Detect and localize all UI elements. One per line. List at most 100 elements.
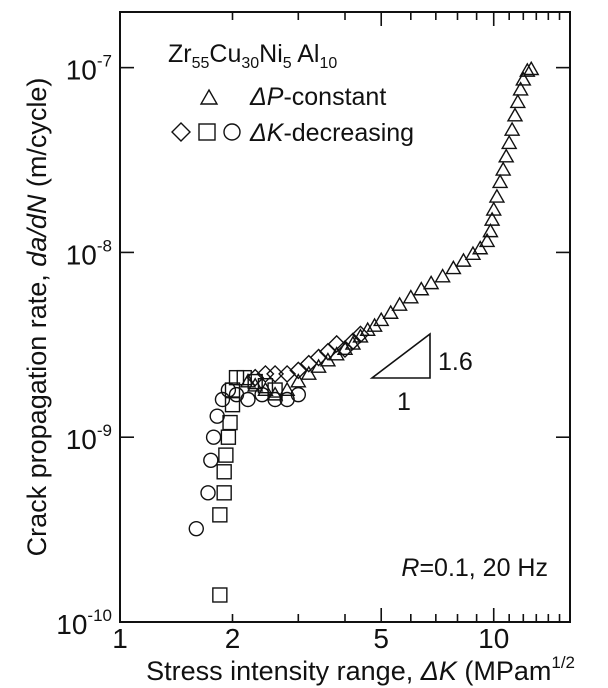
data-point-square bbox=[218, 447, 234, 463]
data-point-circle bbox=[220, 382, 237, 398]
y-tick-base: 10 bbox=[66, 424, 97, 455]
legend-entry-delta-k-symbol: ΔK bbox=[249, 119, 285, 147]
data-point-triangle bbox=[478, 232, 496, 248]
data-point-circle bbox=[188, 520, 204, 537]
data-point-circle bbox=[267, 391, 283, 408]
y-tick-base: 10 bbox=[66, 55, 97, 86]
legend: Zr55Cu30Ni5 Al10 ΔP-constant ΔK-decreasi… bbox=[168, 40, 414, 147]
data-point-square bbox=[220, 429, 237, 445]
slope-triangle-shape bbox=[369, 332, 431, 379]
data-point-circle bbox=[205, 429, 222, 445]
legend-title-subscript: 55 bbox=[192, 55, 210, 72]
x-axis-label: Stress intensity range, ΔK (MPam1/2 bbox=[146, 653, 575, 686]
data-point-diamond bbox=[327, 334, 346, 353]
y-tick-exponent: -10 bbox=[87, 606, 112, 625]
data-points bbox=[188, 60, 540, 603]
slope-value-label: 1.6 bbox=[438, 348, 473, 376]
data-point-circle bbox=[254, 386, 270, 403]
x-tick-label-1: 1 bbox=[112, 623, 128, 654]
data-point-triangle bbox=[500, 134, 518, 150]
legend-title-subscript: 30 bbox=[241, 55, 259, 72]
y-tick-labels: 10-10 10-9 10-8 10-7 bbox=[56, 52, 112, 640]
legend-diamond-marker bbox=[171, 122, 191, 142]
y-tick-label-1e-8: 10-8 bbox=[66, 236, 112, 270]
data-point-triangle bbox=[515, 71, 532, 86]
data-point-triangle bbox=[494, 161, 512, 176]
data-point-triangle bbox=[382, 304, 399, 319]
x-tick-label-2: 2 bbox=[225, 623, 241, 654]
data-point-square bbox=[228, 369, 245, 386]
slope-triangle: 1.6 1 bbox=[369, 332, 473, 416]
legend-square-marker bbox=[198, 123, 216, 141]
data-point-square bbox=[212, 587, 228, 603]
data-point-triangle bbox=[434, 268, 451, 283]
data-point-square bbox=[257, 377, 274, 394]
data-point-square bbox=[212, 507, 228, 523]
data-point-triangle bbox=[506, 107, 524, 122]
data-point-square bbox=[216, 464, 232, 480]
data-point-triangle bbox=[373, 311, 390, 327]
legend-title-element: Zr bbox=[168, 40, 192, 68]
data-point-triangle bbox=[503, 121, 521, 136]
legend-circle-marker bbox=[223, 123, 241, 141]
test-condition-text: =0.1, 20 Hz bbox=[419, 554, 548, 582]
data-point-triangle bbox=[483, 211, 501, 226]
data-point-triangle bbox=[445, 259, 462, 275]
x-axis-label-unit: (MPam bbox=[457, 656, 552, 686]
legend-entry-delta-p-symbol: ΔP bbox=[249, 83, 284, 111]
data-point-square bbox=[247, 373, 263, 390]
y-tick-exponent: -7 bbox=[97, 52, 112, 71]
data-point-square bbox=[236, 369, 252, 386]
data-point-diamond bbox=[256, 364, 275, 383]
data-point-diamond bbox=[299, 354, 318, 373]
y-tick-base: 10 bbox=[56, 609, 87, 640]
x-tick-labels: 1 2 5 10 bbox=[112, 623, 509, 654]
test-condition-label: R=0.1, 20 Hz bbox=[401, 554, 548, 582]
x-tick-label-5: 5 bbox=[373, 623, 389, 654]
data-point-triangle bbox=[290, 373, 307, 388]
y-axis-label-symbol: da/dN bbox=[22, 194, 52, 267]
data-point-triangle bbox=[509, 93, 527, 109]
data-point-circle bbox=[290, 386, 307, 403]
legend-title-subscript: 10 bbox=[319, 55, 337, 72]
legend-title: Zr55Cu30Ni5 Al10 bbox=[168, 40, 337, 72]
data-point-diamond bbox=[266, 364, 285, 383]
data-point-circle bbox=[209, 408, 225, 424]
data-point-square bbox=[216, 485, 232, 501]
data-point-square bbox=[224, 382, 241, 398]
legend-triangle-marker bbox=[199, 88, 219, 105]
legend-title-element: Cu bbox=[209, 40, 241, 68]
y-tick-exponent: -9 bbox=[97, 421, 112, 440]
data-point-triangle bbox=[300, 365, 317, 380]
legend-entry-delta-k-text: -decreasing bbox=[283, 119, 414, 147]
y-tick-label-1e-10: 10-10 bbox=[56, 606, 112, 640]
legend-entry-delta-p-text: -constant bbox=[283, 83, 386, 111]
x-axis-label-prefix: Stress intensity range, bbox=[146, 656, 421, 686]
data-point-diamond bbox=[289, 361, 308, 380]
legend-title-element: Ni bbox=[259, 40, 283, 68]
data-point-triangle bbox=[523, 60, 540, 76]
data-point-circle bbox=[240, 391, 256, 408]
legend-title-subscript: 5 bbox=[283, 55, 292, 72]
data-point-square bbox=[222, 414, 238, 431]
slope-run-label: 1 bbox=[397, 388, 411, 416]
data-point-triangle bbox=[485, 201, 502, 216]
data-point-circle bbox=[200, 485, 216, 501]
data-point-triangle bbox=[402, 289, 420, 304]
y-axis-label-prefix: Crack propagation rate, bbox=[22, 267, 52, 557]
y-axis-label: Crack propagation rate, da/dN (m/cycle) bbox=[22, 78, 52, 557]
data-point-triangle bbox=[512, 81, 529, 96]
legend-title-element: Al bbox=[292, 40, 320, 68]
legend-entry-delta-p: ΔP-constant bbox=[249, 83, 386, 111]
data-point-diamond bbox=[343, 332, 362, 351]
x-axis-label-unit-exponent: 1/2 bbox=[551, 653, 575, 672]
test-condition-r: R bbox=[401, 554, 419, 582]
data-point-circle bbox=[203, 452, 219, 468]
data-point-diamond bbox=[309, 348, 328, 367]
data-point-triangle bbox=[519, 62, 536, 77]
data-point-triangle bbox=[471, 240, 489, 255]
x-tick-label-10: 10 bbox=[478, 623, 509, 654]
y-tick-label-1e-9: 10-9 bbox=[66, 421, 112, 455]
y-tick-base: 10 bbox=[66, 239, 97, 270]
axis-ticks bbox=[119, 12, 571, 623]
